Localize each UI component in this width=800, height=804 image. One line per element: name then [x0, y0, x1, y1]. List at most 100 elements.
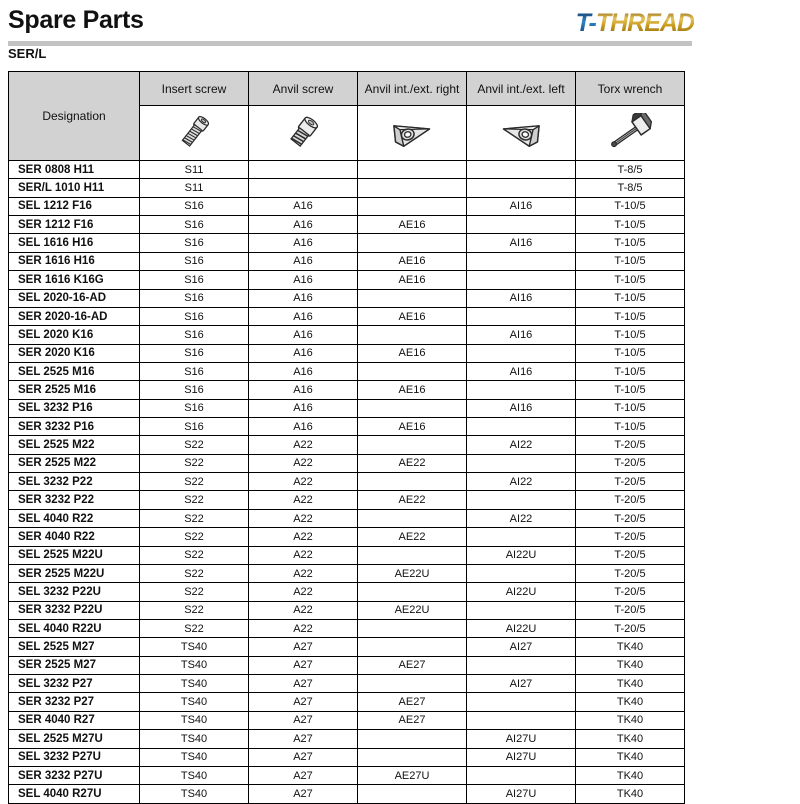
cell-anvil-screw: A16 [248, 380, 358, 400]
cell-torx: TK40 [575, 692, 685, 712]
cell-insert-screw: S16 [139, 398, 249, 419]
cell-insert-screw: TS40 [139, 710, 249, 731]
header-divider [8, 41, 692, 46]
cell-torx: TK40 [575, 655, 685, 676]
cell-anvil-screw: A27 [248, 784, 358, 804]
cell-anvil-screw: A22 [248, 527, 358, 547]
torx-wrench-icon-cell [575, 105, 685, 161]
cell-anvil-screw: A27 [248, 692, 358, 712]
table-row: SEL 2525 M22U S22 A22 AI22U T-20/5 [8, 545, 685, 565]
logo-prefix: T- [575, 9, 597, 37]
page-subtitle: SER/L [8, 46, 47, 61]
cell-anvil-left: AI16 [466, 398, 576, 419]
cell-torx: T-8/5 [575, 178, 685, 198]
cell-torx: T-10/5 [575, 398, 685, 419]
cell-anvil-right [357, 729, 467, 749]
cell-anvil-right: AE16 [357, 380, 467, 400]
table-row: SER 0808 H11 S11 T-8/5 [8, 159, 685, 180]
cell-torx: T-10/5 [575, 251, 685, 272]
cell-anvil-left: AI22U [466, 618, 576, 639]
cell-designation: SEL 2020-16-AD [8, 288, 140, 308]
cell-anvil-right: AE16 [357, 306, 467, 327]
cell-torx: T-10/5 [575, 306, 685, 327]
cell-anvil-left [466, 306, 576, 327]
cell-insert-screw: TS40 [139, 674, 249, 694]
cell-designation: SER 0808 H11 [8, 159, 140, 180]
cell-anvil-right: AE16 [357, 417, 467, 437]
table-row: SER 2525 M16 S16 A16 AE16 T-10/5 [8, 380, 685, 400]
cell-anvil-screw: A22 [248, 545, 358, 565]
cell-anvil-right [357, 196, 467, 217]
cell-anvil-left: AI22U [466, 582, 576, 602]
cell-anvil-right: AE22 [357, 453, 467, 474]
cell-anvil-screw: A16 [248, 306, 358, 327]
cell-torx: TK40 [575, 637, 685, 657]
cell-insert-screw: TS40 [139, 729, 249, 749]
column-header-designation: Designation [8, 71, 140, 161]
insert-screw-icon [181, 116, 210, 147]
cell-anvil-screw: A22 [248, 472, 358, 492]
table-row: SEL 3232 P27 TS40 A27 AI27 TK40 [8, 674, 685, 694]
cell-anvil-screw: A27 [248, 637, 358, 657]
cell-anvil-right: AE22U [357, 600, 467, 620]
cell-designation: SEL 2525 M16 [8, 361, 140, 382]
cell-designation: SEL 1616 H16 [8, 233, 140, 253]
cell-insert-screw: S16 [139, 233, 249, 253]
table-row: SER 3232 P16 S16 A16 AE16 T-10/5 [8, 417, 685, 437]
table-row: SER 2020 K16 S16 A16 AE16 T-10/5 [8, 343, 685, 363]
cell-insert-screw: S16 [139, 215, 249, 235]
cell-anvil-right [357, 178, 467, 198]
cell-anvil-right [357, 545, 467, 565]
cell-insert-screw: S22 [139, 527, 249, 547]
cell-anvil-left: AI22 [466, 472, 576, 492]
cell-designation: SER 1616 H16 [8, 251, 140, 272]
cell-anvil-right: AE16 [357, 270, 467, 290]
cell-anvil-left [466, 692, 576, 712]
cell-torx: T-20/5 [575, 618, 685, 639]
cell-insert-screw: S22 [139, 618, 249, 639]
cell-anvil-screw: A16 [248, 251, 358, 272]
cell-anvil-left [466, 563, 576, 584]
cell-insert-screw: S16 [139, 270, 249, 290]
cell-designation: SER 2020-16-AD [8, 306, 140, 327]
anvil-left-icon-cell [466, 105, 576, 161]
cell-anvil-left [466, 178, 576, 198]
page-header: Spare Parts SER/L T-THREAD [0, 0, 800, 61]
cell-anvil-right [357, 472, 467, 492]
cell-insert-screw: S11 [139, 159, 249, 180]
table-row: SEL 3232 P27U TS40 A27 AI27U TK40 [8, 747, 685, 767]
cell-anvil-screw: A16 [248, 398, 358, 419]
cell-anvil-left: AI27U [466, 729, 576, 749]
cell-anvil-screw: A27 [248, 674, 358, 694]
cell-torx: T-10/5 [575, 380, 685, 400]
cell-anvil-right [357, 618, 467, 639]
cell-anvil-left: AI22 [466, 508, 576, 529]
anvil-screw-icon-cell [248, 105, 358, 161]
column-header-anvil-right: Anvil int./ext. right [357, 71, 467, 106]
cell-anvil-left: AI16 [466, 196, 576, 217]
anvil-right-icon-cell [357, 105, 467, 161]
cell-insert-screw: S22 [139, 453, 249, 474]
column-header-torx-wrench: Torx wrench [575, 71, 685, 106]
cell-anvil-left: AI16 [466, 288, 576, 308]
cell-anvil-left: AI22 [466, 435, 576, 455]
cell-anvil-right: AE16 [357, 343, 467, 363]
cell-anvil-left [466, 159, 576, 180]
cell-anvil-right: AE27U [357, 765, 467, 786]
cell-anvil-right [357, 159, 467, 180]
cell-anvil-right [357, 361, 467, 382]
cell-designation: SER 2525 M27 [8, 655, 140, 676]
cell-torx: T-20/5 [575, 527, 685, 547]
table-row: SER/L 1010 H11 S11 T-8/5 [8, 178, 685, 198]
cell-torx: T-10/5 [575, 233, 685, 253]
cell-designation: SER 3232 P27 [8, 692, 140, 712]
cell-designation: SEL 2525 M27U [8, 729, 140, 749]
table-row: SER 2020-16-AD S16 A16 AE16 T-10/5 [8, 306, 685, 327]
table-body: SER 0808 H11 S11 T-8/5 SER/L 1010 H11 S11 T-8… [8, 159, 685, 804]
cell-anvil-screw: A27 [248, 710, 358, 731]
cell-anvil-left: AI27U [466, 784, 576, 804]
cell-designation: SEL 3232 P27 [8, 674, 140, 694]
cell-torx: TK40 [575, 765, 685, 786]
cell-anvil-screw: A27 [248, 655, 358, 676]
cell-designation: SER 3232 P16 [8, 417, 140, 437]
